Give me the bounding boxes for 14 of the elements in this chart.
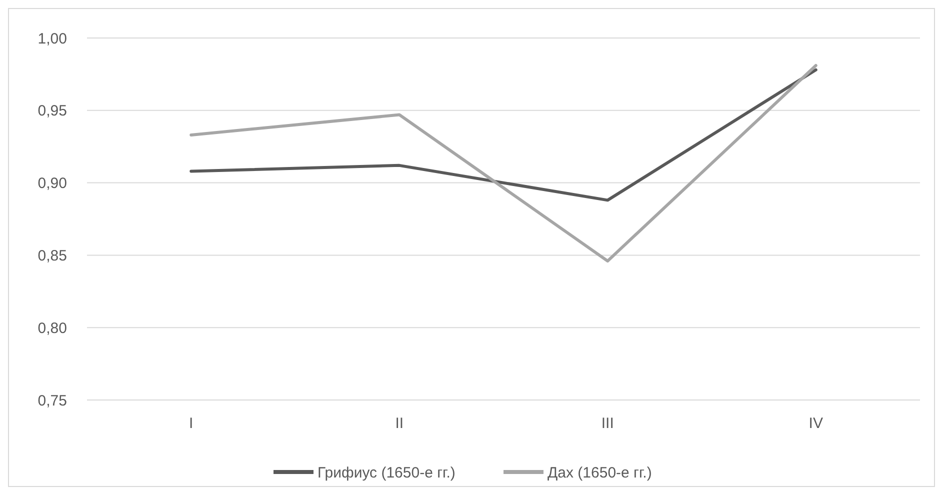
legend-label: Дах (1650-е гг.) [548, 464, 652, 482]
y-tick-label: 1,00 [38, 30, 67, 48]
y-tick-label: 0,75 [38, 392, 67, 410]
legend-label: Грифиус (1650-е гг.) [318, 464, 456, 482]
y-tick-label: 0,80 [38, 320, 67, 337]
y-tick-label: 0,85 [38, 247, 67, 264]
x-tick-label: II [395, 415, 404, 432]
x-tick-label: I [189, 415, 194, 432]
y-tick-label: 0,95 [38, 102, 67, 120]
line-series [190, 64, 818, 262]
line-series [190, 68, 818, 202]
x-tick-label: III [601, 415, 614, 432]
x-tick-label: IV [808, 415, 823, 432]
y-tick-label: 0,90 [38, 175, 67, 192]
